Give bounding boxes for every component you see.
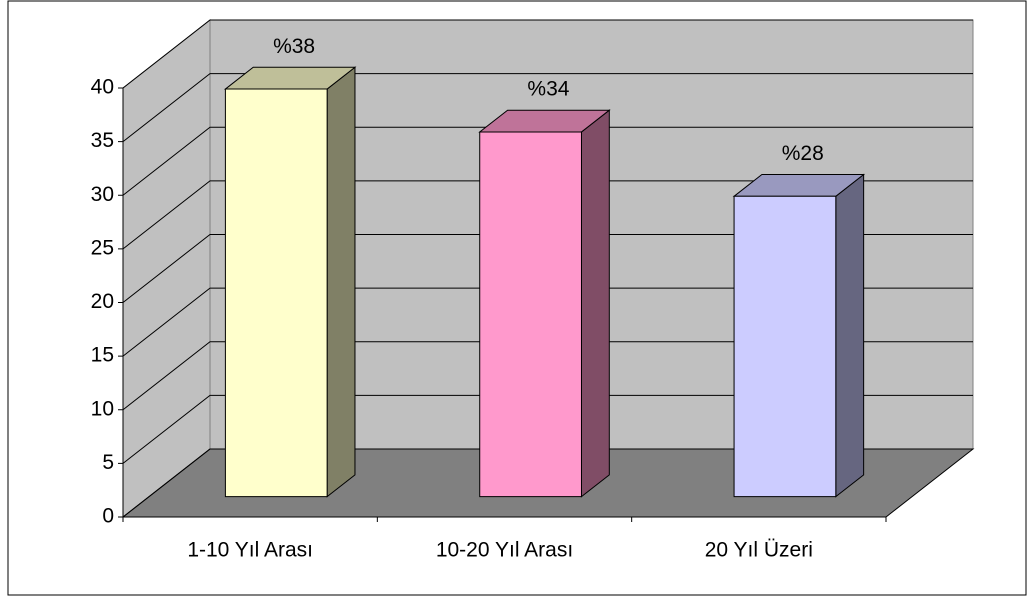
grid-line <box>122 341 973 411</box>
y-tick-label: 40 <box>91 76 114 99</box>
x-tick-label: 1-10 Yıl Arası <box>187 539 313 562</box>
bar <box>224 88 328 498</box>
y-tick-label: 35 <box>91 129 114 152</box>
y-tick-label: 30 <box>91 183 114 206</box>
grid-line <box>122 73 973 143</box>
grid-line <box>122 126 973 196</box>
grid-line <box>122 394 973 464</box>
y-tick-label: 0 <box>102 505 114 528</box>
grid-line <box>122 287 973 357</box>
grid-line <box>122 234 973 303</box>
grid-line <box>122 448 973 518</box>
bar <box>733 195 837 498</box>
bar-side <box>580 109 610 498</box>
y-tick-label: 15 <box>91 344 114 367</box>
y-tick-label: 20 <box>91 290 114 313</box>
bar <box>479 131 582 498</box>
grid-line <box>122 19 973 89</box>
value-label: %28 <box>782 142 824 165</box>
value-label: %34 <box>527 78 569 101</box>
y-tick-label: 10 <box>91 397 114 420</box>
y-tick-label: 5 <box>102 451 114 474</box>
grid-line <box>122 180 973 250</box>
bar-side <box>835 173 865 498</box>
y-tick-label: 25 <box>91 236 114 259</box>
bar-side <box>326 66 356 498</box>
x-tick-label: 20 Yıl Üzeri <box>705 539 813 562</box>
value-label: %38 <box>273 35 315 58</box>
x-tick-label: 10-20 Yıl Arası <box>436 539 573 562</box>
